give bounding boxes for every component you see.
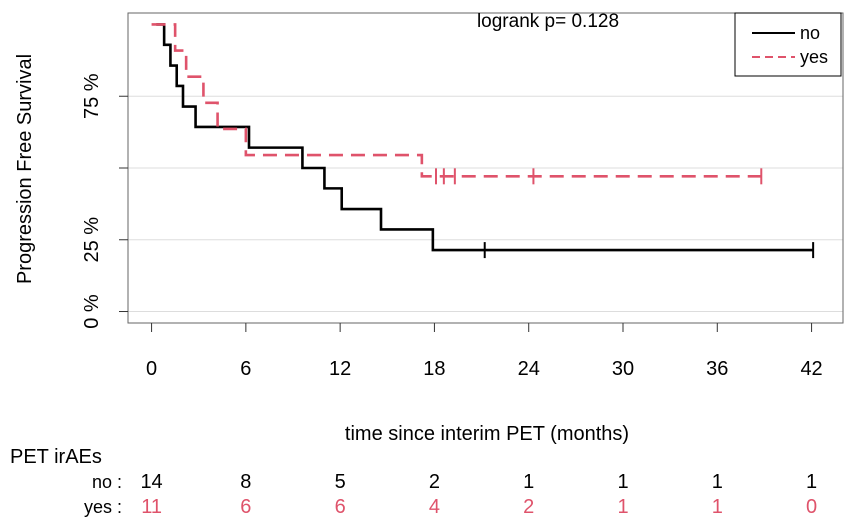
y-tick-label: 25 % [81,217,103,263]
y-axis: 0 % 25 % 75 % [81,73,128,329]
legend-label-yes: yes [800,47,828,67]
logrank-annotation: logrank p= 0.128 [477,11,619,32]
risk-count: 11 [141,496,162,518]
legend: no yes [734,12,842,77]
risk-row-label: no : [92,472,122,492]
risk-count: 1 [523,471,534,493]
x-tick-label: 6 [240,358,251,380]
risk-count: 1 [617,471,628,493]
legend-box [734,12,842,77]
risk-count: 1 [712,471,723,493]
risk-count: 14 [140,471,162,493]
x-tick-label: 36 [706,358,728,380]
x-tick-label: 24 [518,358,540,380]
risk-count: 1 [712,496,723,518]
y-axis-label: Progression Free Survival [14,54,36,284]
y-tick-label: 0 % [81,294,103,329]
risk-count: 8 [240,471,251,493]
risk-count: 2 [523,496,534,518]
risk-count: 0 [806,496,817,518]
x-tick-label: 18 [423,358,445,380]
x-tick-label: 30 [612,358,634,380]
risk-count: 2 [429,471,440,493]
x-axis-label: time since interim PET (months) [345,423,629,445]
x-tick-label: 0 [146,358,157,380]
risk-row-label: yes : [84,497,122,517]
risk-count: 5 [335,471,346,493]
risk-count: 4 [429,496,440,518]
y-tick-label: 75 % [81,73,103,119]
risk-count: 6 [335,496,346,518]
series-line-yes [151,23,762,178]
survival-curves [151,23,815,259]
risk-count: 6 [240,496,251,518]
legend-label-no: no [800,23,820,43]
x-tick-label: 12 [329,358,351,380]
x-axis: 0 6 12 18 24 30 36 42 [146,323,823,380]
x-tick-label: 42 [800,358,822,380]
series-line-no [156,23,814,252]
risk-count: 1 [806,471,817,493]
risk-table-title: PET irAEs [10,446,102,468]
risk-count: 1 [617,496,628,518]
grid-lines [128,95,843,313]
